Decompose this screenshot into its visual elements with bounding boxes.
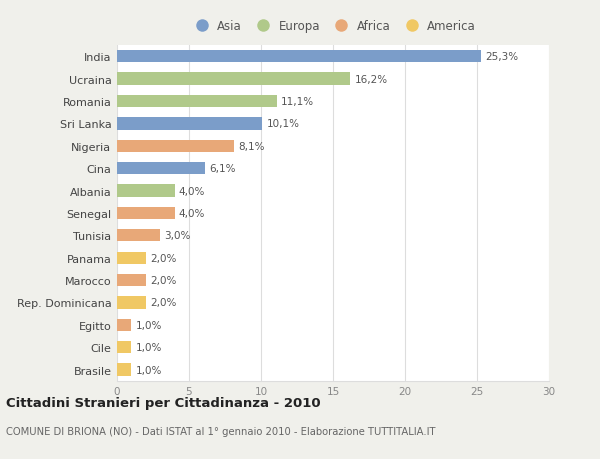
Text: 10,1%: 10,1%: [267, 119, 300, 129]
Bar: [117, 341, 131, 353]
Text: 16,2%: 16,2%: [355, 74, 388, 84]
Bar: [117, 185, 175, 197]
Text: COMUNE DI BRIONA (NO) - Dati ISTAT al 1° gennaio 2010 - Elaborazione TUTTITALIA.: COMUNE DI BRIONA (NO) - Dati ISTAT al 1°…: [6, 426, 436, 436]
Text: 1,0%: 1,0%: [136, 342, 162, 353]
Text: Cittadini Stranieri per Cittadinanza - 2010: Cittadini Stranieri per Cittadinanza - 2…: [6, 396, 320, 409]
Text: 1,0%: 1,0%: [136, 365, 162, 375]
Bar: [117, 95, 277, 108]
Text: 1,0%: 1,0%: [136, 320, 162, 330]
Legend: Asia, Europa, Africa, America: Asia, Europa, Africa, America: [190, 20, 476, 34]
Bar: [117, 140, 233, 152]
Text: 25,3%: 25,3%: [485, 52, 519, 62]
Bar: [117, 207, 175, 219]
Bar: [117, 118, 262, 130]
Bar: [117, 297, 146, 309]
Text: 6,1%: 6,1%: [209, 164, 236, 174]
Bar: [117, 319, 131, 331]
Text: 2,0%: 2,0%: [150, 298, 176, 308]
Text: 2,0%: 2,0%: [150, 275, 176, 285]
Text: 8,1%: 8,1%: [238, 141, 265, 151]
Bar: [117, 51, 481, 63]
Bar: [117, 252, 146, 264]
Bar: [117, 274, 146, 286]
Text: 4,0%: 4,0%: [179, 208, 205, 218]
Text: 3,0%: 3,0%: [164, 231, 191, 241]
Bar: [117, 73, 350, 85]
Text: 4,0%: 4,0%: [179, 186, 205, 196]
Bar: [117, 162, 205, 175]
Bar: [117, 230, 160, 242]
Text: 2,0%: 2,0%: [150, 253, 176, 263]
Bar: [117, 364, 131, 376]
Text: 11,1%: 11,1%: [281, 97, 314, 107]
